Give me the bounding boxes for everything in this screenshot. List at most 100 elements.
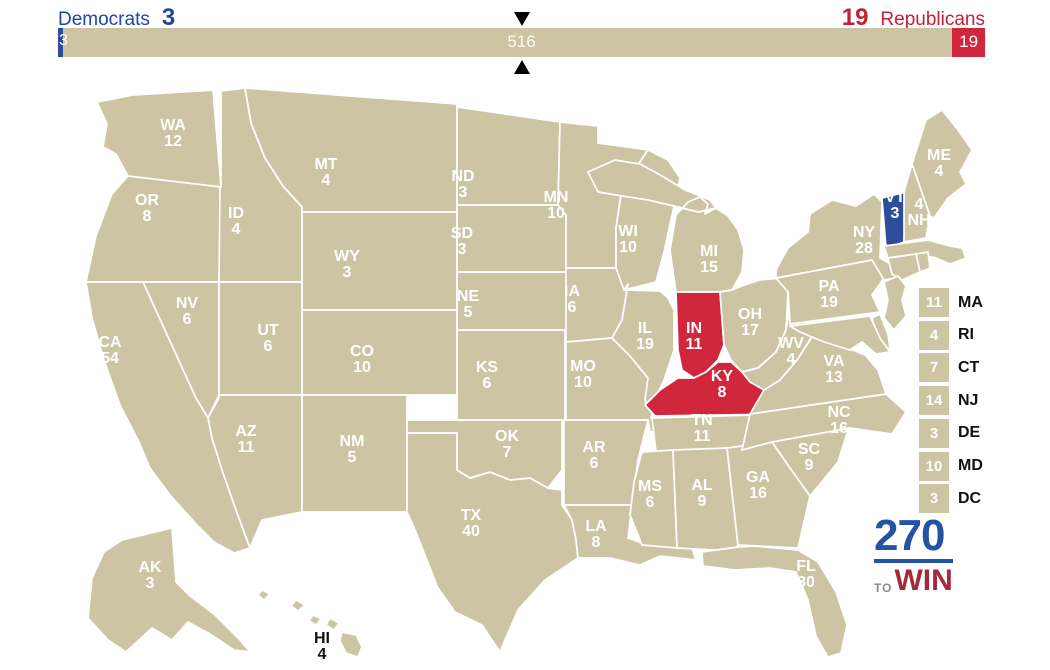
legend-row-MD: 10 MD xyxy=(919,451,983,481)
state-FL[interactable] xyxy=(701,545,848,658)
legend-ev-CT[interactable]: 7 xyxy=(919,353,949,383)
state-CO[interactable] xyxy=(301,309,458,396)
state-label-ID: ID 4 xyxy=(228,205,244,238)
state-label-CO: CO 10 xyxy=(350,343,374,376)
state-label-IA: IA 6 xyxy=(564,283,580,316)
state-label-TX: TX 40 xyxy=(461,507,482,540)
democrats-total: 3 xyxy=(161,4,176,31)
state-label-LA: LA 8 xyxy=(585,518,607,551)
state-label-NC: NC 16 xyxy=(827,404,851,437)
state-label-NM: NM 5 xyxy=(340,433,365,466)
state-ME[interactable] xyxy=(911,109,973,219)
state-label-WA: WA 12 xyxy=(160,117,186,150)
state-label-AR: AR 6 xyxy=(582,439,606,472)
state-label-PA: PA 19 xyxy=(818,278,839,311)
logo-win-text: WIN xyxy=(894,564,953,597)
state-label-MS: MS 6 xyxy=(638,478,662,511)
democrats-label: Democrats xyxy=(58,9,150,30)
bar-republican-segment: 19 xyxy=(952,28,985,57)
legend-abbr-MA: MA xyxy=(958,293,983,311)
state-label-WV: WV 4 xyxy=(778,335,804,368)
state-label-MT: MT 4 xyxy=(314,156,337,189)
state-label-SC: SC 9 xyxy=(798,441,821,474)
legend-row-CT: 7 CT xyxy=(919,353,980,383)
state-label-AK: AK 3 xyxy=(138,559,162,592)
legend-ev-DE[interactable]: 3 xyxy=(919,418,949,448)
legend-ev-RI[interactable]: 4 xyxy=(919,320,949,350)
state-label-NY: NY 28 xyxy=(853,224,876,257)
legend-ev-DC[interactable]: 3 xyxy=(919,484,949,514)
state-label-MI: MI 15 xyxy=(700,243,718,276)
state-label-UT: UT 6 xyxy=(257,322,279,355)
legend-ev-MA[interactable]: 11 xyxy=(919,288,949,317)
state-label-HI: HI 4 xyxy=(314,630,330,663)
state-label-ME: ME 4 xyxy=(927,147,951,180)
republicans-label: Republicans xyxy=(880,9,985,30)
state-label-VT: VT 3 xyxy=(885,189,906,222)
state-HI[interactable] xyxy=(257,589,363,658)
legend-abbr-MD: MD xyxy=(958,457,983,474)
state-label-KY: KY 8 xyxy=(711,368,734,401)
state-label-CA: CA 54 xyxy=(98,334,122,367)
state-CT[interactable] xyxy=(887,253,921,281)
legend-abbr-NJ: NJ xyxy=(958,391,979,409)
state-KS[interactable] xyxy=(456,329,566,421)
state-label-NE: NE 5 xyxy=(457,288,480,321)
legend-row-RI: 4 RI xyxy=(919,320,974,350)
democrat-header: Democrats 3 xyxy=(58,4,175,32)
legend-row-DC: 3 DC xyxy=(919,484,982,514)
state-WA[interactable] xyxy=(96,89,222,188)
state-LA[interactable] xyxy=(563,504,697,566)
state-WY[interactable] xyxy=(301,211,458,311)
state-label-ND: ND 3 xyxy=(451,168,474,201)
legend-abbr-CT: CT xyxy=(958,358,980,376)
electoral-vote-bar: 19 3 516 xyxy=(58,28,985,57)
270towin-logo[interactable]: 270 TO WIN xyxy=(874,514,953,596)
victory-marker-bottom-icon xyxy=(514,60,530,74)
legend-ev-NJ[interactable]: 14 xyxy=(919,386,949,416)
state-label-AL: AL 9 xyxy=(691,477,713,510)
state-NH[interactable] xyxy=(903,163,931,243)
legend-row-MA: 11 MA xyxy=(919,288,983,317)
state-NJ[interactable] xyxy=(883,275,907,331)
legend-abbr-RI: RI xyxy=(958,326,974,344)
logo-to-text: TO xyxy=(874,581,893,595)
state-label-WI: WI 10 xyxy=(618,223,638,256)
bar-republican-count: 19 xyxy=(959,32,979,51)
republicans-total: 19 xyxy=(841,4,869,31)
bar-open-segment xyxy=(63,28,953,57)
logo-270-text: 270 xyxy=(874,514,953,563)
state-label-VA: VA 13 xyxy=(823,353,844,386)
state-label-WY: WY 3 xyxy=(334,248,360,281)
legend-abbr-DC: DC xyxy=(958,489,982,507)
state-label-FL: FL 30 xyxy=(796,558,816,591)
state-label-NV: NV 6 xyxy=(176,295,199,328)
republican-header: 19 Republicans xyxy=(842,4,985,32)
state-label-MN: MN 10 xyxy=(544,189,569,222)
state-label-MO: MO 10 xyxy=(570,358,596,391)
state-label-AZ: AZ 11 xyxy=(235,423,257,456)
state-MD[interactable] xyxy=(789,315,891,355)
state-label-TN: TN 11 xyxy=(691,412,712,445)
legend-row-NJ: 14 NJ xyxy=(919,386,979,416)
bar-democrat-segment xyxy=(58,28,64,57)
state-label-KS: KS 6 xyxy=(476,359,499,392)
state-NC[interactable] xyxy=(741,393,907,451)
state-OK[interactable] xyxy=(406,419,563,489)
state-label-NH: 4 NH xyxy=(907,196,930,229)
state-AK[interactable] xyxy=(87,527,251,653)
state-label-SD: SD 3 xyxy=(451,225,473,258)
legend-row-DE: 3 DE xyxy=(919,418,981,448)
state-label-GA: GA 16 xyxy=(746,469,770,502)
state-NY[interactable] xyxy=(775,193,931,281)
state-label-IL: IL 19 xyxy=(636,320,654,353)
victory-marker-top-icon xyxy=(514,12,530,26)
state-label-OR: OR 8 xyxy=(135,192,159,225)
bar-open-count: 516 xyxy=(507,32,536,51)
legend-abbr-DE: DE xyxy=(958,424,981,442)
state-label-OK: OK 7 xyxy=(495,428,519,461)
legend-ev-MD[interactable]: 10 xyxy=(919,451,949,481)
state-MI[interactable] xyxy=(587,159,745,293)
